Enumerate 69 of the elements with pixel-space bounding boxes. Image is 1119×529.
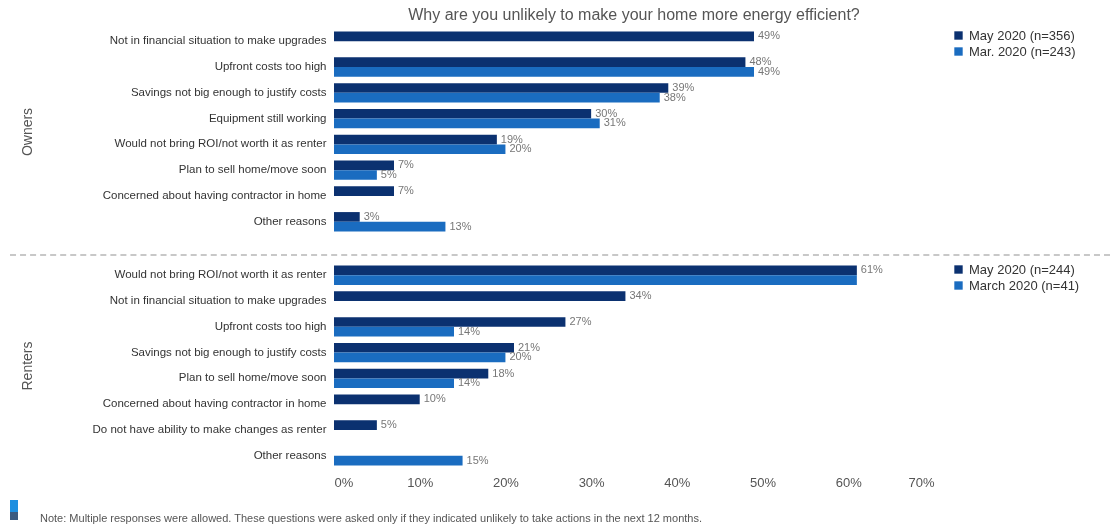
text: Note: Multiple responses were allowed. These questions were asked only if they indicated unlikely to take actions in the next 12 months. — [40, 512, 702, 524]
data-label: 34% — [629, 289, 652, 302]
data-label: 31% — [603, 116, 626, 129]
y-tick-label: Would not bring ROI/not worth it as renter — [114, 268, 327, 281]
y-tick-label: Other reasons — [253, 214, 327, 227]
y-tick-label: Upfront costs too high — [214, 60, 327, 73]
bar — [334, 160, 394, 171]
chart-title: Why are you unlikely to make your home more energy efficient? — [408, 6, 860, 23]
data-label: 21% — [518, 340, 541, 353]
y-tick-label: Concerned about having contractor in home — [102, 188, 327, 201]
data-label: 7% — [398, 184, 415, 197]
x-tick-label: 10% — [407, 474, 434, 490]
bar — [334, 83, 669, 93]
data-label: 5% — [380, 418, 397, 431]
y-tick-label: Savings not big enough to justify costs — [130, 85, 327, 98]
bar — [334, 134, 497, 145]
y-tick-label: Equipment still working — [208, 111, 327, 124]
bar — [334, 212, 360, 222]
data-label: 3% — [363, 209, 380, 222]
x-tick-label: 20% — [492, 474, 520, 490]
y-tick-label: Do not have ability to make changes as renter — [92, 422, 327, 435]
y-axis-title: Renters — [18, 341, 35, 391]
data-label: 20% — [509, 142, 532, 155]
data-label: 14% — [458, 376, 481, 389]
x-tick-label: 70% — [908, 474, 935, 490]
data-label: 20% — [509, 350, 532, 363]
y-tick-label: Plan to sell home/move soon — [178, 163, 327, 176]
data-label: 49% — [758, 29, 781, 42]
data-label: 15% — [466, 453, 489, 466]
y-tick-label: Upfront costs too high — [214, 319, 327, 332]
legend-label: May 2020 (n=356) — [969, 27, 1075, 43]
y-tick-label: Plan to sell home/move soon — [178, 371, 327, 384]
y-tick-label: Would not bring ROI/not worth it as renter — [114, 137, 327, 150]
data-label: 19% — [500, 132, 524, 145]
bar — [334, 67, 754, 77]
x-tick-label: 60% — [835, 474, 863, 490]
data-label: 30% — [595, 106, 618, 119]
data-label: 18% — [492, 366, 515, 379]
bar — [334, 57, 746, 68]
bar — [334, 144, 506, 155]
y-tick-label: Concerned about having contractor in home — [102, 397, 327, 410]
bar — [334, 108, 592, 119]
data-label: 13% — [449, 219, 472, 232]
legend-label: March 2020 (n=41) — [969, 277, 1080, 293]
bar — [334, 221, 446, 232]
x-tick-label: 40% — [664, 474, 691, 490]
x-tick-label: 50% — [750, 474, 777, 490]
bar — [334, 92, 660, 103]
bar — [334, 186, 394, 196]
x-tick-label: 0% — [334, 474, 354, 490]
legend-label: May 2020 (n=244) — [969, 261, 1075, 277]
data-label: 14% — [458, 324, 481, 337]
data-label: 5% — [380, 168, 397, 181]
legend-label: Mar. 2020 (n=243) — [969, 43, 1076, 59]
data-label: 61% — [860, 263, 884, 276]
y-tick-label: Not in financial situation to make upgrades — [109, 294, 327, 307]
bar — [334, 118, 600, 129]
data-label: 38% — [663, 90, 686, 103]
y-tick-label: Not in financial situation to make upgrades — [109, 34, 327, 47]
bar — [334, 31, 754, 42]
y-tick-label: Other reasons — [253, 448, 327, 461]
y-axis-title: Owners — [18, 107, 35, 157]
data-label: 39% — [672, 80, 695, 93]
y-tick-label: Savings not big enough to justify costs — [130, 345, 327, 358]
x-tick-label: 30% — [578, 474, 606, 490]
data-label: 10% — [423, 392, 446, 405]
bar — [334, 170, 377, 180]
data-label: 7% — [398, 158, 415, 171]
data-label: 27% — [569, 314, 592, 327]
